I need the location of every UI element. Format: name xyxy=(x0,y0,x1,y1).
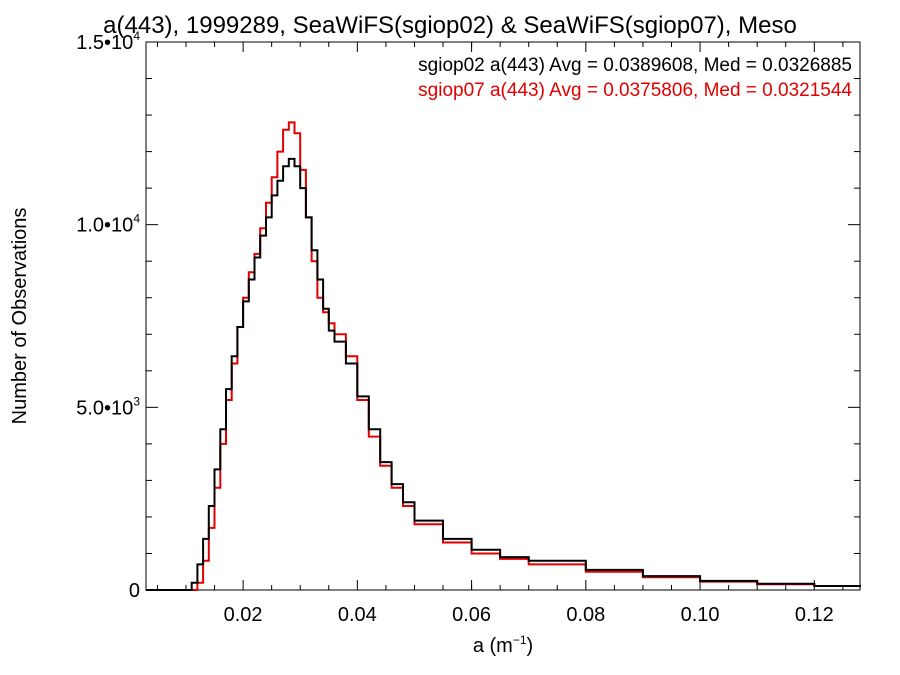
x-tick-label: 0.08 xyxy=(566,604,605,626)
y-axis: 0 5.0•103 1.0•104 1.5•104 xyxy=(76,29,860,602)
y-tick-label: 1.0•104 xyxy=(76,212,140,237)
y-tick-label: 0 xyxy=(129,580,140,602)
y-tick-label: 5.0•103 xyxy=(76,394,140,419)
y-axis-label: Number of Observations xyxy=(9,208,31,425)
legend-entry-sgiop02: sgiop02 a(443) Avg = 0.0389608, Med = 0.… xyxy=(418,55,852,76)
y-tick-label: 1.5•104 xyxy=(76,29,140,54)
chart-title: a(443), 1999289, SeaWiFS(sgiop02) & SeaW… xyxy=(103,12,797,39)
x-axis-label-sup: −1 xyxy=(513,633,527,647)
series-layer xyxy=(146,121,861,591)
legend-entry-sgiop07: sgiop07 a(443) Avg = 0.0375806, Med = 0.… xyxy=(418,80,852,101)
x-tick-label: 0.06 xyxy=(452,604,491,626)
x-tick-label: 0.10 xyxy=(681,604,720,626)
series-line-sgiop02 xyxy=(146,157,861,591)
x-tick-label: 0.04 xyxy=(338,604,377,626)
x-axis: 0.02 0.04 0.06 0.08 0.10 0.12 xyxy=(156,42,844,626)
x-tick-label: 0.02 xyxy=(224,604,263,626)
x-axis-label-base: a (m xyxy=(473,635,513,657)
x-axis-label-tail: ) xyxy=(527,635,534,657)
series-line-sgiop07 xyxy=(146,121,861,591)
x-tick-label: 0.12 xyxy=(795,604,834,626)
x-axis-label: a (m−1) xyxy=(473,633,533,657)
plot-frame xyxy=(145,41,861,591)
